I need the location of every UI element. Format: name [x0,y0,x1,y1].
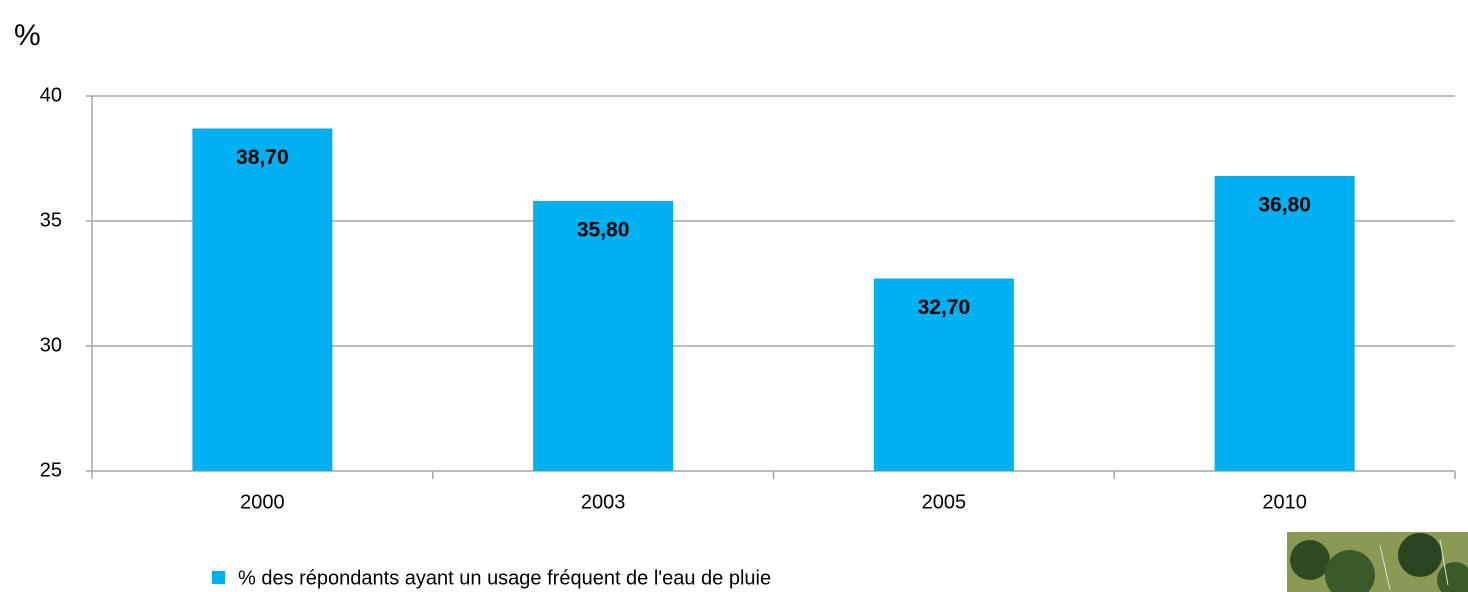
value-label: 32,70 [918,296,971,319]
decorative-photo [1287,532,1468,592]
bar [1215,176,1355,471]
legend-marker [212,571,225,584]
y-tick-label: 30 [40,334,62,356]
y-tick-label: 40 [40,84,62,106]
x-tick-label: 2000 [240,491,285,513]
value-label: 38,70 [236,146,289,169]
y-tick-label: 35 [40,209,62,231]
value-label: 36,80 [1258,194,1311,217]
bar [192,129,332,472]
x-tick-label: 2005 [922,491,967,513]
x-tick-label: 2010 [1262,491,1307,513]
chart: % 25 30 35 40 38,70 35,80 32,70 36,80 % des répo… [0,0,1468,592]
y-axis-label: % [14,19,41,52]
y-tick-label: 25 [40,459,62,481]
value-label: 35,80 [577,219,630,242]
x-tick-label: 2003 [581,491,626,513]
legend-label: % des répondants ayant un usage fréquent… [238,567,771,589]
